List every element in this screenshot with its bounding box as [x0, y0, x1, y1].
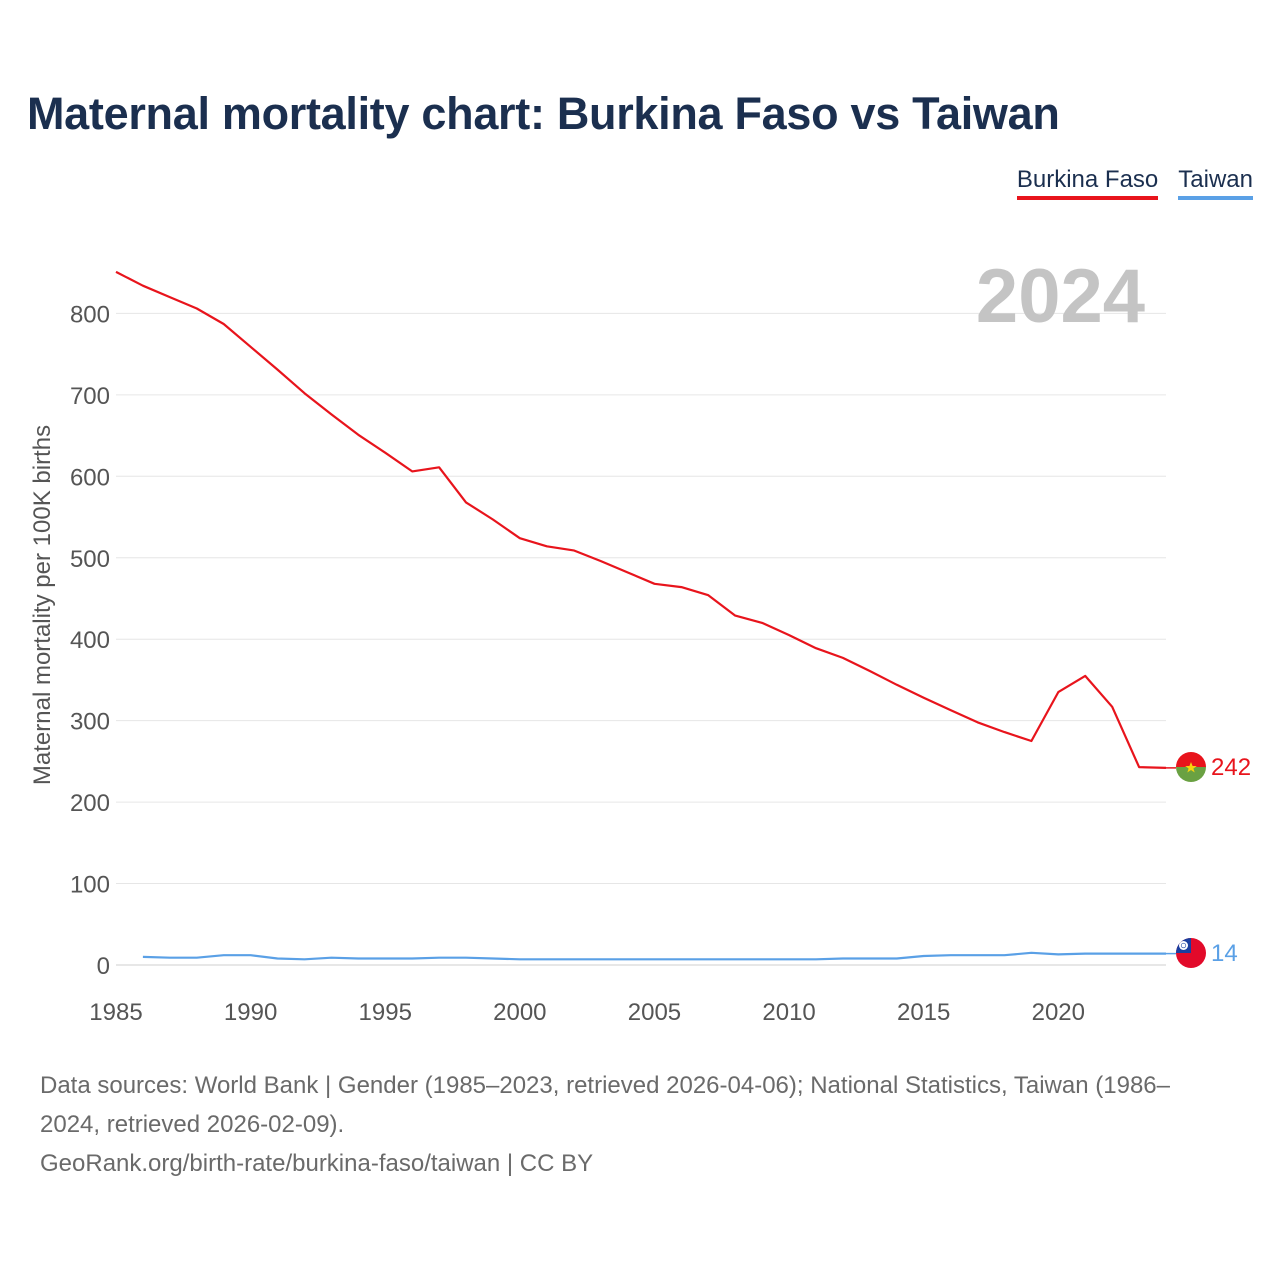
- data-sources: Data sources: World Bank | Gender (1985–…: [40, 1072, 1170, 1138]
- y-tick-label: 100: [70, 872, 110, 899]
- y-tick-label: 300: [70, 709, 110, 736]
- x-tick-label: 2015: [897, 999, 950, 1026]
- page-title: Maternal mortality chart: Burkina Faso v…: [27, 88, 1060, 139]
- year-watermark: 2024: [976, 254, 1145, 339]
- x-tick-label: 2005: [628, 999, 681, 1026]
- x-tick-label: 1985: [89, 999, 142, 1026]
- y-tick-label: 500: [70, 546, 110, 573]
- series-line-taiwan: [142, 951, 1166, 961]
- y-tick-label: 400: [70, 627, 110, 654]
- x-tick-label: 1995: [359, 999, 412, 1026]
- x-tick-label: 2020: [1032, 999, 1085, 1026]
- legend-item-burkina-faso[interactable]: Burkina Faso: [1016, 166, 1159, 200]
- y-tick-label: 200: [70, 790, 110, 817]
- credit-link[interactable]: GeoRank.org/birth-rate/burkina-faso/taiw…: [40, 1150, 594, 1177]
- legend: Burkina Faso Taiwan: [1016, 166, 1253, 200]
- series-line-burkina-faso: [115, 270, 1167, 769]
- y-tick-label: 800: [70, 301, 110, 328]
- y-tick-label: 0: [97, 953, 110, 980]
- taiwan-flag-icon: [1176, 938, 1206, 968]
- grid-lines: [116, 312, 1166, 966]
- burkina-faso-end-value: 242: [1211, 754, 1251, 781]
- taiwan-end-value: 14: [1211, 940, 1238, 967]
- y-tick-label: 600: [70, 464, 110, 491]
- y-axis-label: Maternal mortality per 100K births: [29, 425, 56, 785]
- burkina-faso-flag-icon: [1176, 752, 1206, 782]
- series-lines: [115, 270, 1176, 961]
- x-tick-label: 1990: [224, 999, 277, 1026]
- x-tick-label: 2010: [762, 999, 815, 1026]
- footer: Data sources: World Bank | Gender (1985–…: [40, 1066, 1220, 1183]
- x-tick-label: 2000: [493, 999, 546, 1026]
- y-tick-labels: 0 100 200 300 400 500 600 700 800: [70, 301, 110, 980]
- y-tick-label: 700: [70, 383, 110, 410]
- legend-item-taiwan[interactable]: Taiwan: [1178, 166, 1253, 200]
- x-tick-labels: 1985 1990 1995 2000 2005 2010 2015 2020: [89, 999, 1085, 1026]
